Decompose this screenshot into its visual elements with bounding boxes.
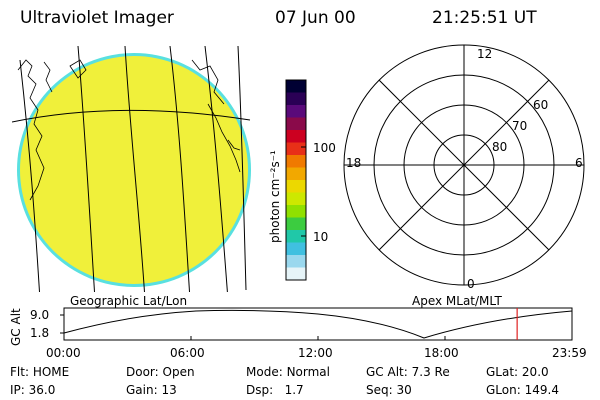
status-seq: Seq: 30 [366,383,412,397]
geographic-panel-label: Geographic Lat/Lon [70,294,188,308]
colorbar-segment [286,242,306,256]
colorbar-segment [286,230,306,243]
colorbar-segment [286,217,306,231]
status-gain: Gain: 13 [126,383,177,397]
earth-disk [20,56,248,284]
colorbar-segment [286,155,306,168]
status-glon: GLon: 149.4 [486,383,559,397]
colorbar-unit-label: photon cm⁻²s⁻¹ [268,150,282,243]
status-flt: Flt: HOME [10,365,70,379]
colorbar-segment [286,192,306,206]
timeline-xtick-0600: 06:00 [170,346,205,360]
colorbar-segment [286,142,306,156]
status-ip: IP: 36.0 [10,383,56,397]
mlt-label-0: 0 [467,277,475,291]
mlt-label-12: 12 [477,47,493,61]
timeline-xtick-0000: 00:00 [46,346,81,360]
time-label: 21:25:51 UT [432,8,537,28]
colorbar-segment [286,105,306,118]
mlat-label-60: 60 [533,98,549,112]
polar-panel-label: Apex MLat/MLT [412,294,502,308]
mlat-label-70: 70 [512,119,528,133]
mlat-label-80: 80 [492,140,508,154]
colorbar-segment [286,117,306,131]
mlt-label-6: 6 [575,156,583,170]
instrument-title: Ultraviolet Imager [20,8,174,28]
colorbar-tick-100: 100 [313,141,336,155]
colorbar-segment [286,205,306,218]
colorbar-tick-10: 10 [313,230,329,244]
altitude-timeline [60,307,573,341]
colorbar-segment [286,167,306,181]
map-grid-lines [12,46,251,292]
intensity-colorbar [285,79,307,281]
date-label: 07 Jun 00 [275,8,356,28]
timeline-xtick-2359: 23:59 [552,346,587,360]
colorbar-segment [286,80,306,93]
colorbar-segment [286,130,306,143]
timeline-ytick-max: 9.0 [30,308,50,322]
timeline-xtick-1800: 18:00 [424,346,459,360]
timeline-xtick-1200: 12:00 [298,346,333,360]
status-dsp: Dsp: 1.7 [246,383,304,397]
colorbar-segment [286,180,306,193]
colorbar-segment [286,92,306,106]
altitude-curve [63,309,573,339]
timeline-axis-label: GC Alt [9,308,23,346]
timeline-ytick-min: 1.8 [30,326,50,340]
status-door: Door: Open [126,365,195,379]
coastline-outlines [17,59,241,201]
status-glat: GLat: 20.0 [486,365,549,379]
colorbar-segment [286,267,306,281]
colorbar-segment [286,255,306,268]
geographic-map [12,46,251,292]
polar-mlat-mlt-plot [343,44,585,286]
status-mode: Mode: Normal [246,365,330,379]
mlt-label-18: 18 [346,156,362,170]
status-gc-alt: GC Alt: 7.3 Re [366,365,450,379]
